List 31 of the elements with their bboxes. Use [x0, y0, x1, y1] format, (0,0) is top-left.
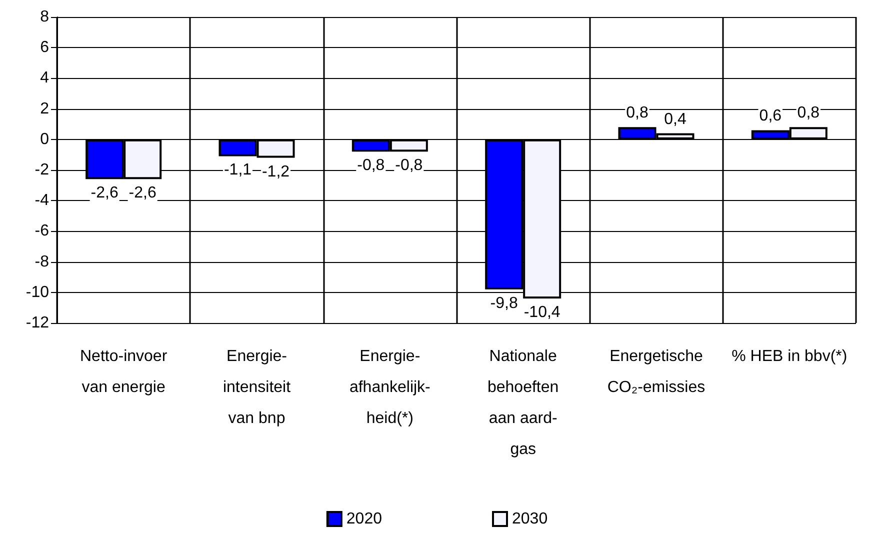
data-label: -9,8 [490, 294, 518, 312]
data-label: -0,8 [357, 157, 385, 174]
y-tick-label: -10 [26, 284, 50, 301]
data-label: 0,4 [664, 110, 686, 128]
legend-label: 2020 [346, 510, 382, 528]
data-label: 0,8 [626, 104, 648, 122]
y-tick-label: 4 [40, 70, 50, 87]
data-label: 0,6 [759, 108, 782, 125]
y-tick-label: -12 [26, 314, 50, 332]
y-tick-label: -6 [34, 222, 50, 240]
x-tick-label: % HEB in bbv(*) [732, 348, 848, 365]
data-label: 0,8 [797, 104, 820, 122]
x-tick-label: Nationale behoeften aan aard- gas [487, 348, 559, 458]
x-tick-label: Netto-invoer van energie [80, 348, 168, 396]
y-tick-label: -4 [34, 192, 50, 210]
data-label: -1,1 [224, 162, 252, 179]
y-tick-label: 0 [40, 130, 50, 148]
x-tick-label: Energie- intensiteit van bnp [222, 348, 292, 427]
y-tick-label: 8 [40, 8, 50, 26]
x-tick-label: Energetische CO₂-emissies [607, 348, 706, 396]
data-label: -10,4 [524, 304, 560, 322]
y-tick-label: 6 [40, 39, 50, 56]
data-label: -1,2 [262, 163, 290, 180]
y-tick-label: -8 [34, 253, 50, 270]
data-label: -0,8 [395, 157, 423, 174]
legend-label: 2030 [512, 510, 548, 528]
data-label: -2,6 [128, 184, 156, 202]
y-tick-label: 2 [40, 100, 50, 118]
data-label: -2,6 [90, 184, 118, 202]
y-tick-label: -2 [34, 162, 50, 178]
x-tick-label: Energie- afhankelijk- heid(*) [349, 348, 430, 427]
